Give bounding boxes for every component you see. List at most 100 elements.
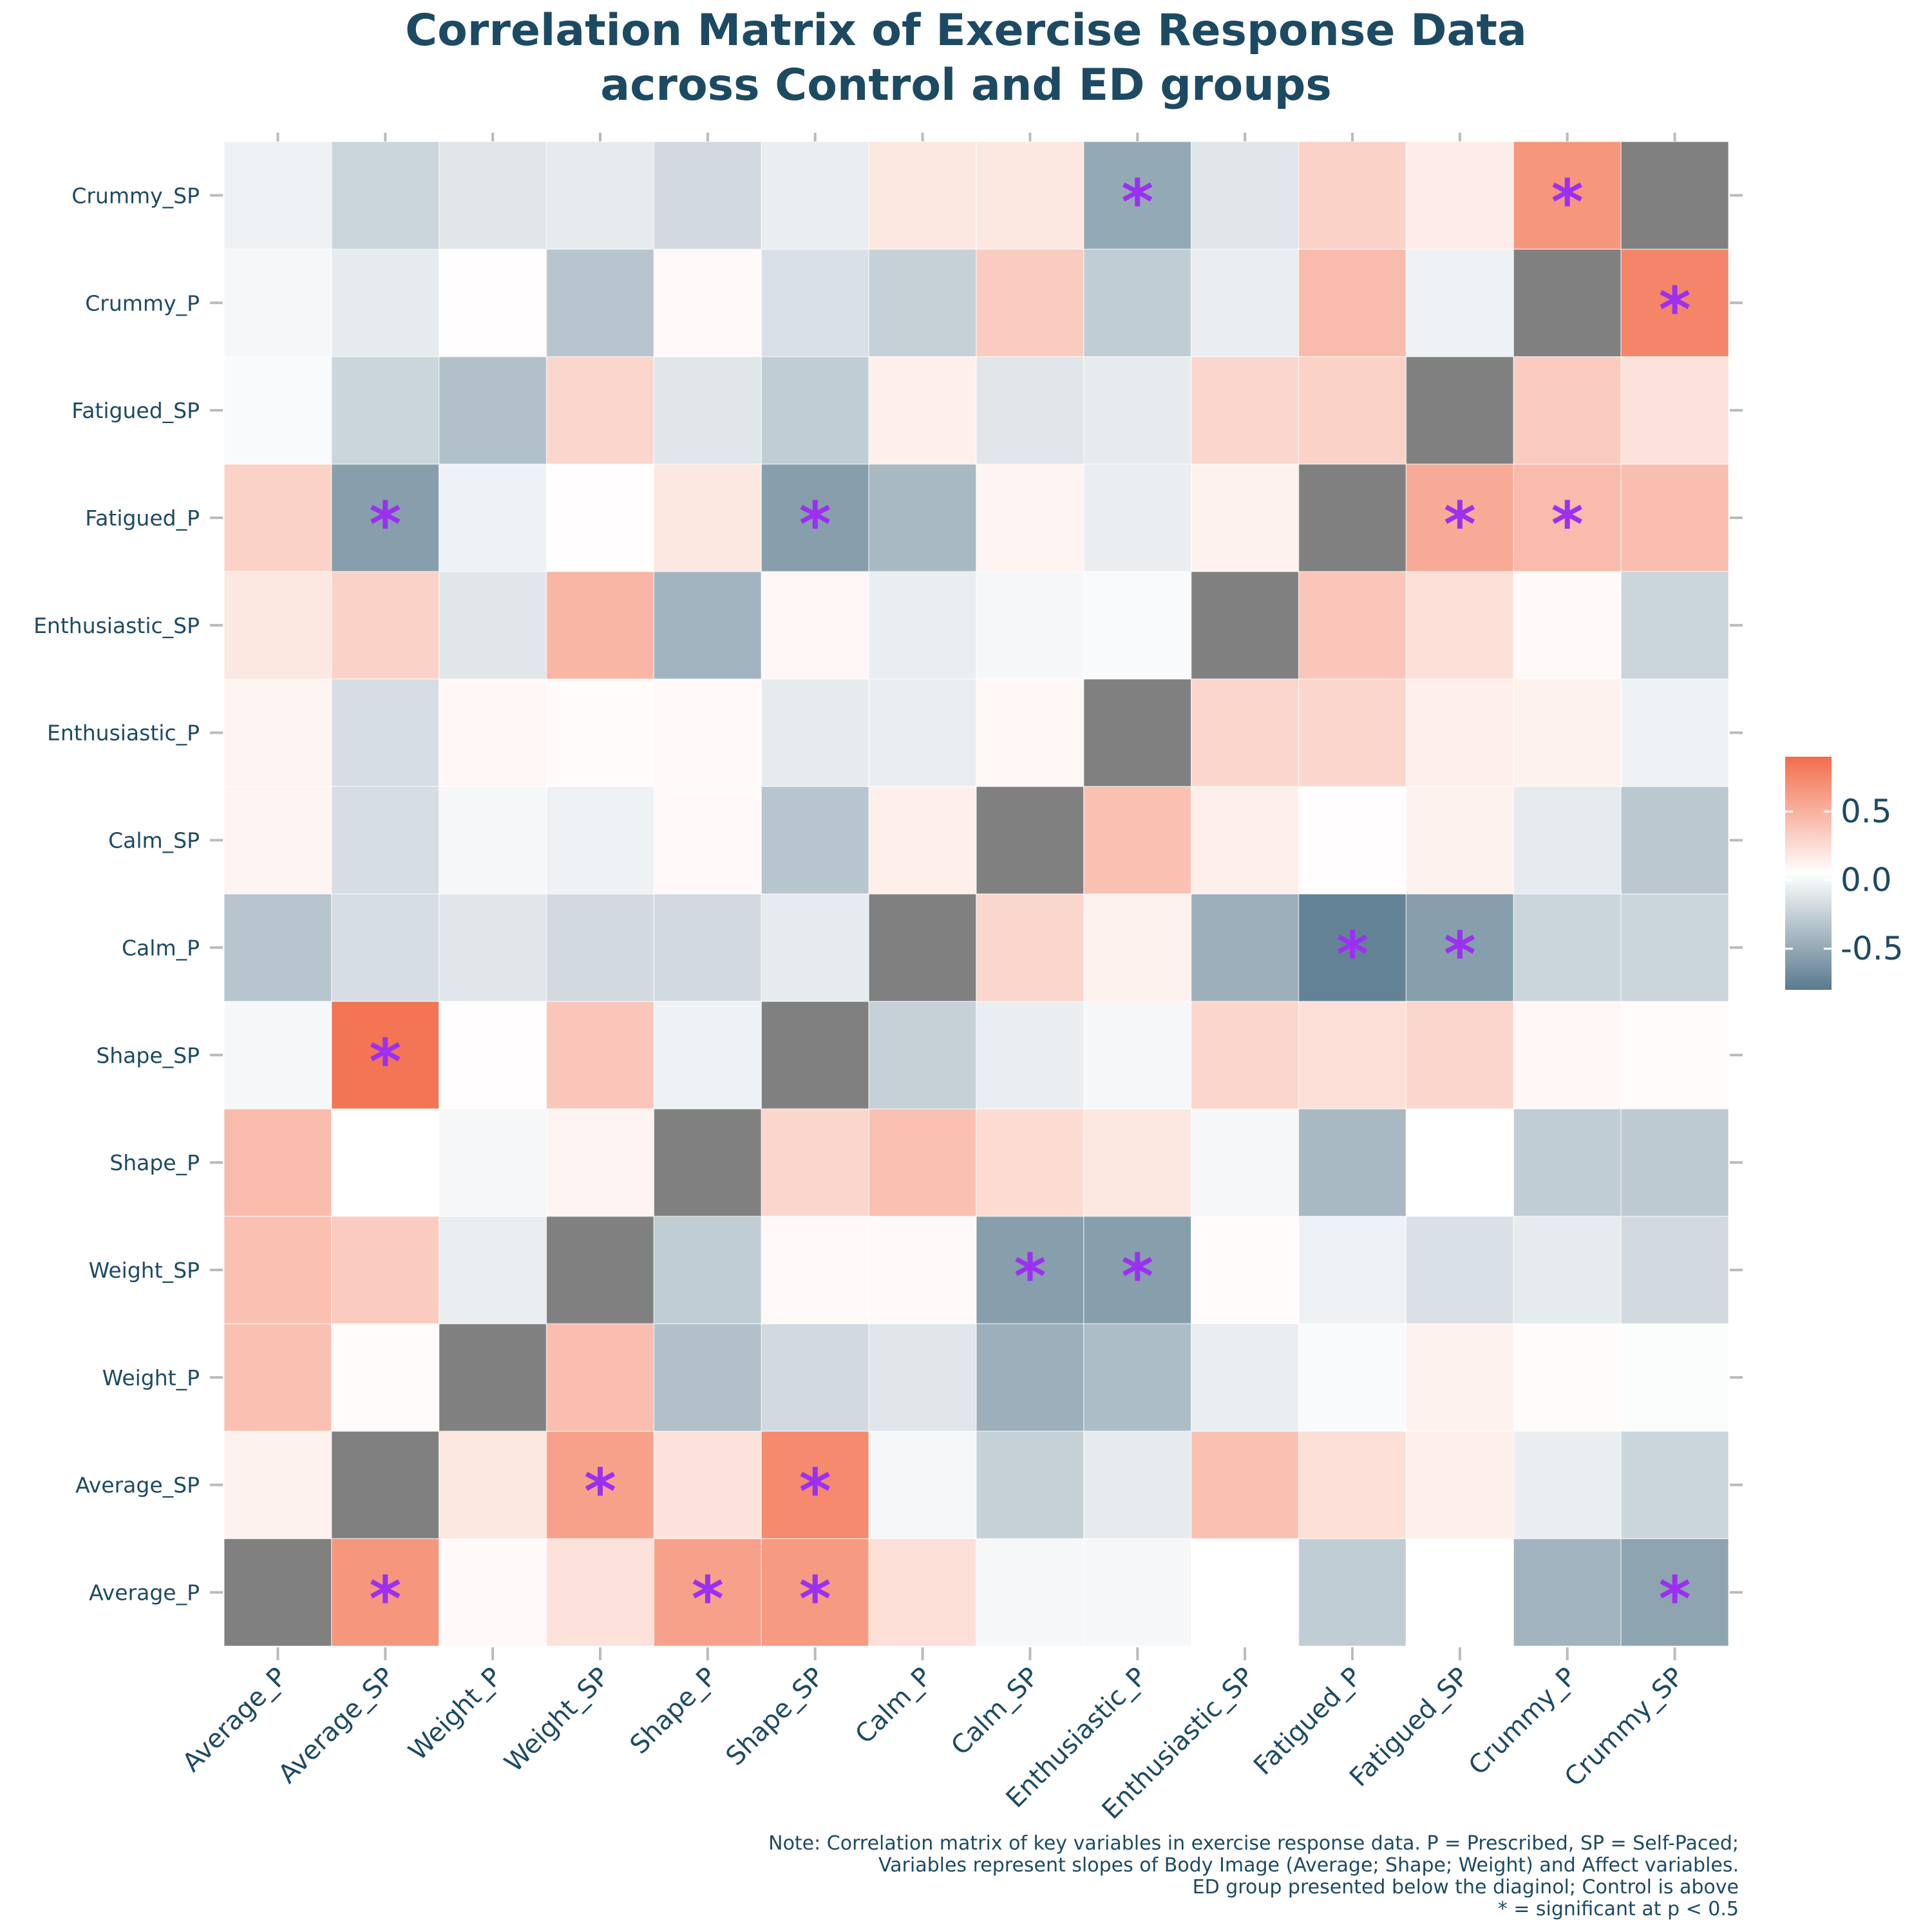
heatmap-cell-shape_p-average_p — [223, 1108, 332, 1217]
legend-tick-label: -0.5 — [1841, 930, 1904, 967]
heatmap-cell-crummy_sp-fatigued_sp — [1405, 141, 1515, 250]
legend-colorbar — [1785, 757, 1832, 990]
significance-star: * — [584, 1456, 616, 1528]
heatmap-cell-shape_p-calm_sp — [976, 1108, 1084, 1217]
heatmap-cell-crummy_p-shape_p — [653, 249, 762, 357]
x-axis-label-shape_p: Shape_P — [625, 1662, 723, 1760]
heatmap-cell-shape_sp-calm_p — [868, 1001, 977, 1110]
x-axis-label-calm_sp: Calm_SP — [945, 1662, 1045, 1761]
x-axis-label-calm_p: Calm_P — [849, 1662, 937, 1750]
heatmap-cell-crummy_p-calm_sp — [976, 249, 1084, 357]
heatmap-cell-shape_p-weight_sp — [545, 1108, 655, 1217]
heatmap-cell-calm_p-calm_sp — [976, 893, 1084, 1002]
heatmap-cell-average_sp-enthusiastic_p — [1083, 1430, 1192, 1539]
heatmap-cell-crummy_sp-shape_p — [653, 141, 762, 250]
heatmap-cell-fatigued_p-average_sp — [331, 463, 440, 573]
heatmap-cell-calm_sp-average_sp — [331, 786, 440, 895]
heatmap-cell-crummy_p-shape_sp — [761, 249, 869, 357]
heatmap-cell-weight_sp-shape_sp — [761, 1215, 869, 1325]
heatmap-cell-calm_p-weight_sp — [545, 893, 655, 1002]
heatmap-cell-shape_p-average_sp — [331, 1108, 440, 1217]
heatmap-cell-average_sp-fatigued_sp — [1405, 1430, 1515, 1539]
heatmap-cell-enthusiastic_p-enthusiastic_p — [1083, 678, 1192, 787]
heatmap-cell-crummy_p-calm_p — [868, 249, 977, 357]
heatmap-cell-weight_p-fatigued_p — [1298, 1323, 1407, 1432]
x-axis-label-average_sp: Average_SP — [273, 1662, 401, 1790]
heatmap-cell-crummy_sp-crummy_sp — [1620, 141, 1729, 250]
y-axis-label-weight_sp: Weight_SP — [89, 1258, 200, 1283]
heatmap-cell-shape_sp-crummy_sp — [1620, 1001, 1729, 1110]
heatmap-cell-fatigued_sp-shape_sp — [761, 355, 869, 465]
heatmap-cell-weight_sp-enthusiastic_p — [1083, 1215, 1192, 1325]
heatmap-cell-fatigued_p-enthusiastic_p — [1083, 463, 1192, 573]
heatmap-cell-fatigued_p-average_p — [223, 463, 332, 573]
heatmap-cell-shape_sp-weight_p — [438, 1001, 547, 1110]
heatmap-cell-crummy_sp-enthusiastic_sp — [1190, 141, 1300, 250]
heatmap-cell-calm_p-weight_p — [438, 893, 547, 1002]
heatmap-cell-calm_sp-shape_sp — [761, 786, 869, 895]
heatmap-cell-fatigued_sp-fatigued_sp — [1405, 355, 1515, 465]
heatmap-cell-calm_p-shape_sp — [761, 893, 869, 1002]
y-axis-label-average_p: Average_P — [89, 1580, 200, 1605]
heatmap-cell-crummy_sp-calm_sp — [976, 141, 1084, 250]
significance-star: * — [799, 1456, 831, 1528]
heatmap-cell-shape_sp-fatigued_p — [1298, 1001, 1407, 1110]
heatmap-cell-enthusiastic_sp-crummy_sp — [1620, 571, 1729, 680]
chart-title-line-2: across Control and ED groups — [600, 60, 1332, 111]
heatmap-cell-shape_p-enthusiastic_p — [1083, 1108, 1192, 1217]
heatmap-cells — [223, 141, 1729, 1647]
heatmap-cell-crummy_p-average_p — [223, 249, 332, 357]
heatmap-cell-average_p-fatigued_p — [1298, 1538, 1407, 1647]
heatmap-cell-calm_sp-calm_p — [868, 786, 977, 895]
heatmap-cell-average_p-average_p — [223, 1538, 332, 1647]
heatmap-cell-calm_p-crummy_sp — [1620, 893, 1729, 1002]
heatmap-cell-fatigued_sp-shape_p — [653, 355, 762, 465]
heatmap-cell-shape_p-shape_p — [653, 1108, 762, 1217]
heatmap-cell-weight_sp-fatigued_p — [1298, 1215, 1407, 1325]
heatmap-cell-calm_p-average_sp — [331, 893, 440, 1002]
heatmap-cell-calm_p-average_p — [223, 893, 332, 1002]
heatmap-cell-enthusiastic_sp-fatigued_p — [1298, 571, 1407, 680]
heatmap-cell-fatigued_sp-average_sp — [331, 355, 440, 465]
y-axis-label-crummy_sp: Crummy_SP — [71, 183, 200, 208]
heatmap-cell-shape_sp-enthusiastic_p — [1083, 1001, 1192, 1110]
x-axis-label-weight_sp: Weight_SP — [499, 1662, 615, 1778]
heatmap-cell-crummy_p-crummy_sp — [1620, 249, 1729, 357]
heatmap-cell-weight_p-enthusiastic_p — [1083, 1323, 1192, 1432]
heatmap-cell-average_sp-shape_sp — [761, 1430, 869, 1539]
heatmap-cell-average_p-fatigued_sp — [1405, 1538, 1515, 1647]
significance-star: * — [799, 489, 831, 561]
heatmap-cell-weight_p-weight_sp — [545, 1323, 655, 1432]
heatmap-cell-fatigued_sp-crummy_p — [1513, 355, 1622, 465]
heatmap-cell-fatigued_sp-enthusiastic_sp — [1190, 355, 1300, 465]
significance-star: * — [1444, 489, 1476, 561]
heatmap-cell-weight_p-calm_p — [868, 1323, 977, 1432]
heatmap-cell-weight_p-shape_p — [653, 1323, 762, 1432]
heatmap-cell-average_p-weight_p — [438, 1538, 547, 1647]
heatmap-cell-shape_p-enthusiastic_sp — [1190, 1108, 1300, 1217]
heatmap-cell-shape_sp-shape_sp — [761, 1001, 869, 1110]
heatmap-cell-average_sp-crummy_p — [1513, 1430, 1622, 1539]
heatmap-cell-crummy_sp-weight_sp — [545, 141, 655, 250]
heatmap-cell-weight_sp-calm_sp — [976, 1215, 1084, 1325]
heatmap-cell-weight_p-average_sp — [331, 1323, 440, 1432]
heatmap-cell-weight_sp-calm_p — [868, 1215, 977, 1325]
heatmap-cell-fatigued_p-weight_sp — [545, 463, 655, 573]
heatmap-cell-weight_sp-average_p — [223, 1215, 332, 1325]
y-axis-label-weight_p: Weight_P — [102, 1365, 200, 1390]
heatmap-cell-shape_p-fatigued_p — [1298, 1108, 1407, 1217]
note-line-3: ED group presented below the diaginol; C… — [1193, 1876, 1739, 1899]
heatmap-cell-fatigued_p-weight_p — [438, 463, 547, 573]
heatmap-cell-calm_sp-shape_p — [653, 786, 762, 895]
heatmap-cell-weight_p-crummy_sp — [1620, 1323, 1729, 1432]
heatmap-cell-crummy_sp-average_p — [223, 141, 332, 250]
heatmap-cell-crummy_sp-shape_sp — [761, 141, 869, 250]
heatmap-cell-crummy_sp-calm_p — [868, 141, 977, 250]
heatmap-cell-enthusiastic_p-weight_p — [438, 678, 547, 787]
y-axis-label-enthusiastic_p: Enthusiastic_P — [47, 721, 200, 746]
note-line-2: Variables represent slopes of Body Image… — [878, 1854, 1739, 1877]
heatmap-cell-average_p-average_sp — [331, 1538, 440, 1647]
heatmap-cell-weight_p-average_p — [223, 1323, 332, 1432]
significance-star: * — [799, 1564, 831, 1636]
